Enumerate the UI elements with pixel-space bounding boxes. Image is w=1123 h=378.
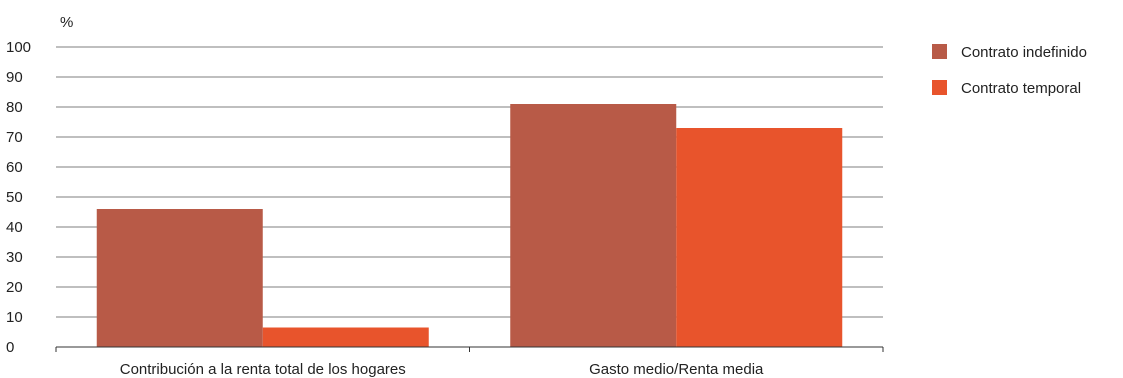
bar-contrato-temporal-1 — [676, 128, 843, 347]
bar-contrato-temporal-0 — [262, 327, 429, 347]
y-axis-ticks: 0 10 20 30 40 50 60 70 80 90 100 — [6, 39, 31, 356]
bar-contrato-indefinido-1 — [510, 104, 677, 347]
x-category-label: Gasto medio/Renta media — [589, 361, 764, 378]
legend-label: Contrato indefinido — [961, 44, 1087, 61]
bars — [96, 104, 843, 347]
y-tick-label: 40 — [6, 219, 23, 236]
y-axis-unit-label: % — [60, 14, 73, 31]
x-category-label: Contribución a la renta total de los hog… — [120, 361, 406, 378]
y-tick-label: 30 — [6, 249, 23, 266]
bar-contrato-indefinido-0 — [96, 209, 263, 347]
y-tick-label: 100 — [6, 39, 31, 56]
legend-swatch — [932, 44, 947, 59]
x-axis-category-labels: Contribución a la renta total de los hog… — [120, 361, 764, 378]
y-tick-label: 20 — [6, 279, 23, 296]
legend-label: Contrato temporal — [961, 80, 1081, 97]
legend-swatch — [932, 80, 947, 95]
y-tick-label: 0 — [6, 339, 14, 356]
y-tick-label: 70 — [6, 129, 23, 146]
y-tick-label: 60 — [6, 159, 23, 176]
y-tick-label: 10 — [6, 309, 23, 326]
y-tick-label: 50 — [6, 189, 23, 206]
x-axis — [55, 346, 884, 352]
legend: Contrato indefinido Contrato temporal — [932, 44, 1087, 97]
y-tick-label: 80 — [6, 99, 23, 116]
y-tick-label: 90 — [6, 69, 23, 86]
